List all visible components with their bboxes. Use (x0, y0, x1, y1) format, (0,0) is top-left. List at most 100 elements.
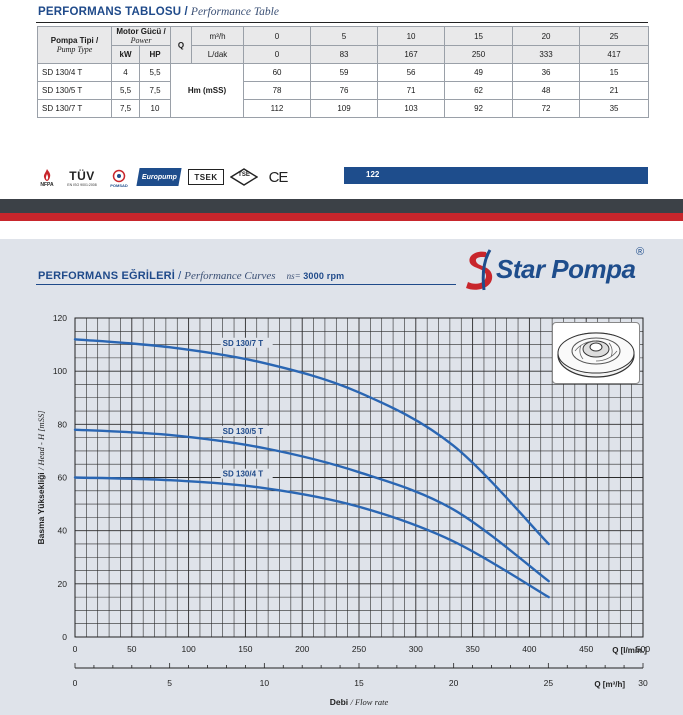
tse-logo: TSE (230, 168, 258, 186)
nfpa-flame-icon (43, 169, 51, 181)
head-cell: 92 (444, 99, 514, 118)
page-number: 122 (366, 170, 380, 179)
table-row: SD 130/7 T 7,5 10 112 109 103 92 72 35 (37, 99, 650, 118)
q-m3h-4: 20 (512, 26, 581, 46)
brand-registered: ® (636, 246, 645, 258)
x-axis-title: Debi / Flow rate (330, 697, 389, 707)
hp-cell: 10 (138, 99, 172, 118)
x-tick-label-lmin: 250 (352, 644, 366, 654)
x-tick-label-lmin: 300 (409, 644, 423, 654)
q-ldak-1: 83 (310, 45, 379, 64)
x-tick-label-lmin: 100 (182, 644, 196, 654)
head-cell: 72 (512, 99, 581, 118)
x-tick-label-lmin: 200 (295, 644, 309, 654)
y-tick-label: 60 (58, 473, 68, 483)
chart-labels: SD 130/7 T SD 130/5 T SD 130/4 T (220, 337, 273, 479)
head-cell: 78 (243, 81, 312, 100)
head-cell: 35 (579, 99, 650, 118)
brand-name: Star Pompa (496, 254, 636, 284)
q-m3h-1: 5 (310, 26, 379, 46)
head-cell: 71 (377, 81, 446, 100)
y-tick-label: 120 (53, 313, 67, 323)
tsek-logo: TSEK (188, 169, 224, 185)
y-tick-label: 100 (53, 366, 67, 376)
head-cell: 112 (243, 99, 312, 118)
hp-cell: 5,5 (138, 63, 172, 82)
q-m3h-3: 15 (444, 26, 514, 46)
hm-label: Hm (mSS) (170, 63, 245, 118)
x-tick-label-m3h: 20 (449, 678, 459, 688)
x-tick-label-lmin: 350 (466, 644, 480, 654)
tuv-logo: TÜV EN ISO 9001:2008 (67, 168, 97, 187)
q-ldak-0: 0 (243, 45, 312, 64)
q-m3h-0: 0 (243, 26, 312, 46)
curve-sd-130-4-t (73, 476, 550, 599)
x-tick-label-lmin: 150 (238, 644, 252, 654)
y-tick-label: 0 (62, 632, 67, 642)
pomsad-logo: POMSAD (106, 166, 132, 190)
model-cell: SD 130/4 T (37, 63, 112, 82)
brand-logo: Star Pompa ® (462, 246, 652, 292)
tse-emblem-icon (230, 168, 258, 186)
x-tick-label-m3h: 15 (354, 678, 364, 688)
x-tick-label-lmin: 500 (636, 644, 650, 654)
x-tick-label-lmin: 0 (73, 644, 78, 654)
curve-sd-130-7-t (73, 338, 550, 546)
performance-table: Pompa Tipi / Pump Type Motor Gücü / Powe… (37, 26, 650, 118)
q-ldak-5: 417 (579, 45, 650, 64)
head-cell: 48 (512, 81, 581, 100)
series-label-bg (220, 425, 273, 436)
divider-band-white (0, 221, 683, 239)
series-label-bg (220, 468, 273, 479)
impeller-icon (557, 332, 635, 378)
ce-logo: CE (268, 168, 289, 186)
pomsad-icon (112, 169, 126, 182)
table-row: SD 130/5 T 5,5 7,5 78 76 71 62 48 21 (37, 81, 650, 100)
kw-cell: 5,5 (111, 81, 140, 100)
x-tick-label-m3h: 10 (260, 678, 270, 688)
chart-curves (73, 338, 550, 599)
x-unit-m3h: Q [m³/h] (594, 680, 625, 689)
table-row: SD 130/4 T 4 5,5 Hm (mSS) 60 59 56 49 36… (37, 63, 650, 118)
x-tick-label-lmin: 50 (127, 644, 137, 654)
title-divider (36, 22, 648, 23)
model-cell: SD 130/5 T (37, 81, 112, 100)
y-axis-title: Basma Yüksekliği / Head - H [mSS] (36, 411, 46, 545)
x-tick-label-lmin: 400 (522, 644, 536, 654)
x-tick-label-m3h: 30 (638, 678, 648, 688)
kw-cell: 4 (111, 63, 140, 82)
x-tick-label-m3h: 0 (73, 678, 78, 688)
q-ldak-2: 167 (377, 45, 446, 64)
pump-type-header: Pompa Tipi / Pump Type (37, 26, 112, 64)
kw-header: kW (111, 45, 140, 64)
head-cell: 56 (377, 63, 446, 82)
page-number-bar: 122 (344, 167, 648, 184)
head-cell: 59 (310, 63, 379, 82)
europump-logo: Europump (136, 168, 182, 186)
table-section-title: PERFORMANS TABLOSU / Performance Table (38, 6, 279, 18)
header-row-2: kW HP L/dak 0 83 167 250 333 417 (37, 45, 650, 64)
divider-band-red (0, 213, 683, 221)
q-ldak-4: 333 (512, 45, 581, 64)
head-cell: 49 (444, 63, 514, 82)
q-ldak-3: 250 (444, 45, 514, 64)
speed-label: ns= 3000 rpm (286, 271, 345, 281)
curve-sd-130-5-t (73, 428, 550, 583)
y-tick-label: 40 (58, 526, 68, 536)
head-cell: 62 (444, 81, 514, 100)
head-cell: 76 (310, 81, 379, 100)
series-label-bg (220, 337, 273, 348)
impeller-image (552, 322, 640, 384)
head-cell: 36 (512, 63, 581, 82)
unit-m3h: m³/h (191, 26, 245, 46)
q-m3h-5: 25 (579, 26, 650, 46)
x-unit-lmin: Q [l/min.] (612, 646, 647, 655)
x-tick-label-m3h: 25 (544, 678, 554, 688)
series-label: SD 130/5 T (223, 427, 264, 436)
series-label: SD 130/7 T (223, 339, 264, 348)
y-tick-label: 80 (58, 419, 68, 429)
nfpa-logo: NFPA (36, 166, 58, 190)
x-tick-label-m3h: 5 (167, 678, 172, 688)
y-tick-label: 20 (58, 579, 68, 589)
